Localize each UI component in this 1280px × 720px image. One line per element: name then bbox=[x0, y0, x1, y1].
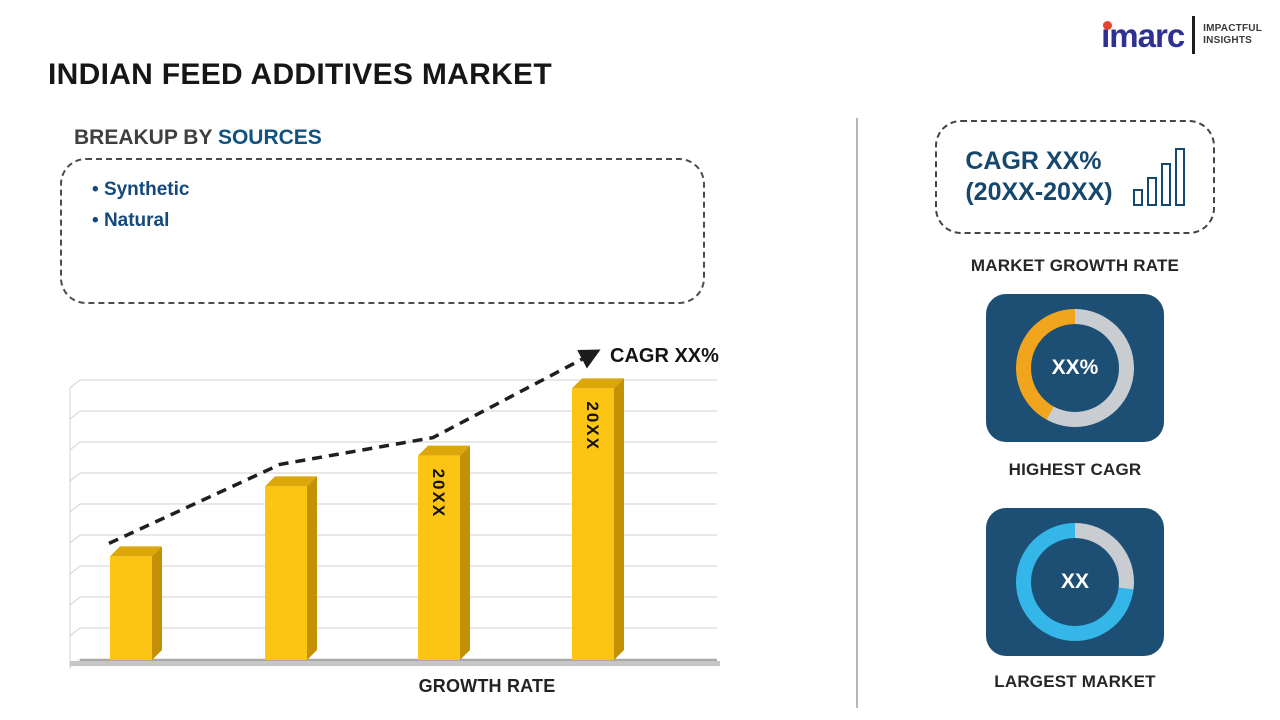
bar-year-label: 20XX bbox=[583, 401, 602, 451]
bar-front bbox=[265, 486, 307, 660]
logo-tagline-top: IMPACTFUL bbox=[1203, 23, 1262, 34]
donut-hole bbox=[1031, 324, 1119, 412]
logo-brand-text: imarc bbox=[1101, 16, 1185, 54]
breakup-heading-prefix: BREAKUP BY bbox=[74, 126, 213, 149]
bar-side bbox=[307, 476, 317, 660]
logo-brand: imarc bbox=[1101, 16, 1185, 54]
bar-top bbox=[110, 546, 162, 557]
market-growth-rate-label: MARKET GROWTH RATE bbox=[970, 256, 1180, 275]
bar-side bbox=[152, 546, 162, 660]
highest-cagr-tile: XX% bbox=[986, 294, 1164, 442]
breakup-heading-highlight: SOURCES bbox=[217, 126, 322, 149]
breakup-box: Synthetic Natural bbox=[60, 158, 705, 304]
logo-separator bbox=[1192, 16, 1196, 54]
logo-tagline-bottom: INSIGHTS bbox=[1203, 35, 1252, 46]
bar-year-label: 20XX bbox=[429, 469, 448, 519]
imarc-logo: imarc IMPACTFUL INSIGHTS bbox=[1101, 16, 1262, 54]
bar-chart-icon bbox=[1132, 148, 1185, 206]
cagr-trend-label: CAGR XX% bbox=[610, 345, 719, 367]
bar-side bbox=[614, 378, 624, 660]
cagr-value: CAGR XX% bbox=[965, 147, 1102, 175]
chart-floor-shadow bbox=[70, 661, 720, 666]
cagr-period: (20XX-20XX) bbox=[965, 178, 1113, 206]
highest-cagr-label: HIGHEST CAGR bbox=[1008, 460, 1142, 479]
growth-rate-bar-chart: 20XX 20XX CAGR XX% bbox=[69, 345, 720, 669]
bar-top bbox=[418, 445, 470, 456]
chart-bars: 20XX 20XX bbox=[110, 378, 624, 660]
largest-market-tile: XX bbox=[986, 508, 1164, 656]
breakup-item: Synthetic bbox=[92, 174, 703, 205]
bar-front bbox=[572, 388, 614, 660]
bar-top bbox=[572, 378, 624, 389]
breakup-heading: BREAKUP BY SOURCES bbox=[74, 126, 322, 150]
bar-top bbox=[265, 476, 317, 487]
logo-red-dot-icon bbox=[1103, 20, 1113, 30]
cagr-box: CAGR XX% (20XX-20XX) bbox=[935, 120, 1215, 234]
bar-side bbox=[460, 445, 470, 660]
largest-market-label: LARGEST MARKET bbox=[994, 672, 1156, 691]
largest-market-value: XX bbox=[1060, 570, 1089, 593]
donut-hole bbox=[1031, 538, 1119, 626]
cagr-trend-line bbox=[108, 349, 601, 545]
breakup-item: Natural bbox=[92, 205, 703, 236]
page-title: INDIAN FEED ADDITIVES MARKET bbox=[48, 58, 552, 91]
bar-front bbox=[110, 556, 152, 660]
highest-cagr-value: XX% bbox=[1051, 356, 1099, 379]
vertical-divider bbox=[856, 118, 858, 708]
right-panel: CAGR XX% (20XX-20XX) MARKET GROWTH RATE … bbox=[933, 120, 1217, 692]
largest-market-donut-chart: XX bbox=[1016, 523, 1134, 641]
growth-rate-chart: 20XX 20XX CAGR XX% GROWTH RATE bbox=[62, 330, 762, 720]
cagr-text: CAGR XX% (20XX-20XX) bbox=[965, 146, 1112, 208]
bar-front bbox=[418, 455, 460, 660]
breakup-list: Synthetic Natural bbox=[62, 174, 703, 236]
logo-tagline: IMPACTFUL INSIGHTS bbox=[1203, 23, 1262, 47]
chart-trendline-arrow bbox=[108, 349, 601, 545]
highest-cagr-donut-chart: XX% bbox=[1016, 309, 1134, 427]
chart-x-axis-label: GROWTH RATE bbox=[418, 676, 556, 696]
